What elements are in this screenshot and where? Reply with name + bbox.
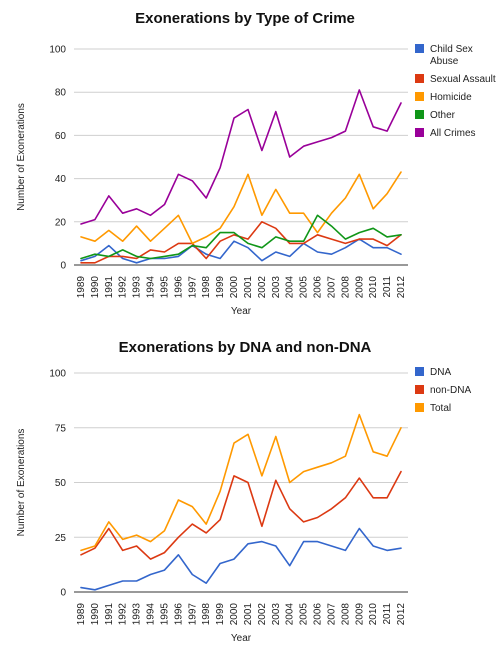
x-tick-label: 1999 bbox=[215, 603, 226, 626]
legend-label: Other bbox=[430, 110, 456, 121]
legend-swatch bbox=[415, 110, 424, 119]
legend-swatch bbox=[415, 367, 424, 376]
x-tick-label: 2006 bbox=[313, 603, 324, 626]
x-tick-label: 2009 bbox=[354, 276, 365, 299]
chart-title: Exonerations by DNA and non-DNA bbox=[119, 339, 372, 356]
legend-swatch bbox=[415, 403, 424, 412]
y-tick-label: 0 bbox=[60, 261, 66, 272]
x-tick-label: 2005 bbox=[299, 276, 310, 299]
x-tick-label: 2001 bbox=[243, 603, 254, 626]
legend-label: Total bbox=[430, 403, 451, 414]
y-tick-label: 50 bbox=[55, 478, 67, 489]
series-line-other bbox=[80, 214, 402, 260]
series-line-total bbox=[80, 413, 402, 552]
x-tick-label: 1996 bbox=[173, 603, 184, 626]
x-tick-label: 1998 bbox=[201, 603, 212, 626]
x-tick-label: 1999 bbox=[215, 276, 226, 299]
x-tick-label: 2003 bbox=[271, 603, 282, 626]
legend-label: non-DNA bbox=[430, 385, 471, 396]
x-tick-label: 2012 bbox=[396, 603, 407, 626]
y-tick-label: 75 bbox=[55, 423, 67, 434]
y-tick-label: 80 bbox=[55, 88, 67, 99]
legend-label: Child Sex Abuse bbox=[430, 44, 473, 67]
x-tick-label: 1997 bbox=[187, 603, 198, 626]
chart-title: Exonerations by Type of Crime bbox=[135, 10, 355, 27]
x-tick-label: 2010 bbox=[368, 276, 379, 299]
x-tick-label: 1992 bbox=[118, 603, 129, 626]
x-tick-label: 1990 bbox=[90, 276, 101, 299]
y-tick-label: 25 bbox=[55, 533, 67, 544]
series-line-dna bbox=[80, 527, 402, 591]
x-tick-label: 2008 bbox=[340, 603, 351, 626]
x-tick-label: 1995 bbox=[159, 603, 170, 626]
series-line-child-sex-abuse bbox=[80, 238, 402, 264]
y-axis-label: Number of Exonerations bbox=[16, 429, 27, 537]
legend-label: All Crimes bbox=[430, 128, 476, 139]
legend-swatch bbox=[415, 44, 424, 53]
series-line-sexual-assault bbox=[80, 221, 402, 264]
y-tick-label: 20 bbox=[55, 217, 67, 228]
x-tick-label: 2009 bbox=[354, 603, 365, 626]
y-tick-label: 100 bbox=[49, 45, 66, 56]
chart-2: Exonerations by DNA and non-DNA 0 25 50 75 10… bbox=[16, 339, 471, 644]
x-tick-label: 2000 bbox=[229, 603, 240, 626]
x-tick-label: 1996 bbox=[173, 276, 184, 299]
x-tick-label: 2004 bbox=[285, 603, 296, 626]
legend-label: Homicide bbox=[430, 92, 472, 103]
x-tick-label: 2012 bbox=[396, 276, 407, 299]
x-tick-label: 2008 bbox=[340, 276, 351, 299]
y-axis-label: Number of Exonerations bbox=[16, 103, 27, 211]
x-tick-label: 1993 bbox=[132, 603, 143, 626]
y-tick-label: 0 bbox=[60, 588, 66, 599]
x-tick-label: 2000 bbox=[229, 276, 240, 299]
x-tick-label: 1989 bbox=[76, 276, 87, 299]
y-tick-label: 60 bbox=[55, 131, 67, 142]
x-tick-label: 2006 bbox=[313, 276, 324, 299]
series-line-all-crimes bbox=[80, 89, 402, 225]
x-tick-label: 2010 bbox=[368, 603, 379, 626]
y-tick-label: 40 bbox=[55, 174, 67, 185]
x-tick-label: 1991 bbox=[104, 276, 115, 299]
x-tick-label: 2001 bbox=[243, 276, 254, 299]
x-tick-label: 1989 bbox=[76, 603, 87, 626]
x-tick-label: 1994 bbox=[146, 276, 157, 299]
legend-label: Sexual Assault bbox=[430, 74, 496, 85]
series-line-non-dna bbox=[80, 470, 402, 560]
chart-1: Exonerations by Type of Crime 0 20 40 60 80 10… bbox=[16, 10, 496, 317]
x-tick-label: 2011 bbox=[382, 603, 393, 625]
x-tick-label: 1994 bbox=[146, 603, 157, 626]
series-line-homicide bbox=[80, 171, 402, 245]
y-tick-label: 100 bbox=[49, 369, 66, 380]
x-tick-label: 2005 bbox=[299, 603, 310, 626]
x-axis-label: Year bbox=[231, 633, 252, 644]
legend-swatch bbox=[415, 74, 424, 83]
x-axis-label: Year bbox=[231, 306, 252, 317]
legend-label: DNA bbox=[430, 367, 451, 378]
x-tick-label: 1991 bbox=[104, 603, 115, 626]
x-tick-label: 1995 bbox=[159, 276, 170, 299]
x-tick-label: 1993 bbox=[132, 276, 143, 299]
x-tick-label: 2011 bbox=[382, 276, 393, 298]
x-tick-label: 2007 bbox=[326, 603, 337, 626]
x-tick-label: 1997 bbox=[187, 276, 198, 299]
x-tick-label: 1992 bbox=[118, 276, 129, 299]
x-tick-label: 2004 bbox=[285, 276, 296, 299]
x-tick-label: 2002 bbox=[257, 276, 268, 299]
legend-swatch bbox=[415, 92, 424, 101]
x-tick-label: 2003 bbox=[271, 276, 282, 299]
legend-swatch bbox=[415, 385, 424, 394]
legend-swatch bbox=[415, 128, 424, 137]
x-tick-label: 2007 bbox=[326, 276, 337, 299]
x-tick-label: 1998 bbox=[201, 276, 212, 299]
x-tick-label: 2002 bbox=[257, 603, 268, 626]
x-tick-label: 1990 bbox=[90, 603, 101, 626]
